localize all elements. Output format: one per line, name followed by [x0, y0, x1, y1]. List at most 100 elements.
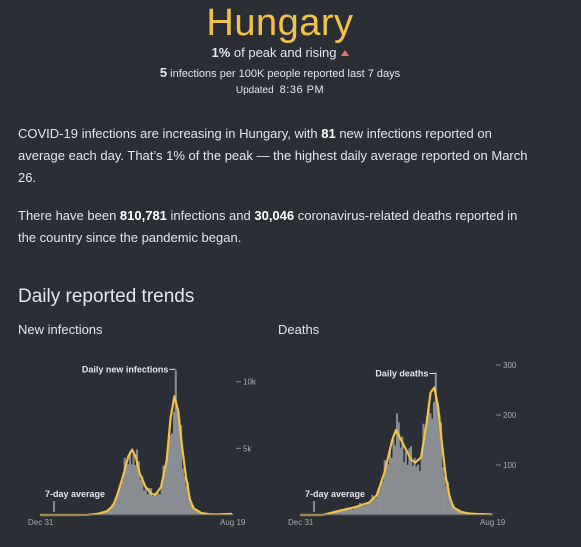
infections-daily-bar — [132, 453, 135, 515]
deaths-daily-bar — [436, 401, 439, 515]
infections-daily-bar — [104, 512, 107, 515]
infections-daily-bar — [120, 483, 123, 515]
deaths-daily-bar — [367, 503, 370, 515]
deaths-daily-bar — [413, 457, 416, 515]
deaths-daily-bar — [440, 422, 443, 515]
avg-infections-value: 81 — [321, 126, 336, 141]
deaths-daily-bar — [422, 423, 425, 515]
infections-daily-bar — [197, 512, 200, 515]
infections-daily-bar — [130, 464, 133, 515]
deaths-daily-bar — [455, 510, 458, 515]
section-title: Daily reported trends — [18, 286, 195, 307]
infections-daily-bar — [160, 483, 163, 515]
deaths-chart-title: Deaths — [278, 322, 320, 337]
infections-daily-annotation: Daily new infections — [82, 364, 169, 374]
infections-daily-bar — [178, 417, 181, 515]
deaths-daily-bar — [353, 506, 356, 515]
deaths-x-start-label: Dec 31 — [288, 518, 314, 527]
infections-daily-bar — [150, 488, 153, 515]
summary-text: infections and — [166, 208, 255, 223]
peak-status: 1% of peak and rising — [0, 45, 560, 60]
deaths-daily-bar — [445, 486, 448, 515]
deaths-daily-bar — [341, 509, 344, 515]
infections-daily-bar — [143, 490, 146, 515]
infections-daily-bar — [151, 496, 154, 515]
infections-daily-bar — [128, 451, 132, 515]
deaths-y-tick-label: 200 — [503, 411, 517, 420]
deaths-daily-bar — [417, 464, 420, 515]
infections-daily-bar — [162, 465, 165, 515]
summary-paragraph-2: There have been 810,781 infections and 3… — [18, 205, 538, 249]
deaths-daily-bar — [411, 465, 414, 515]
summary-text: COVID-19 infections are increasing in Hu… — [18, 126, 322, 141]
summary-text: coronavirus-related deaths reported in t… — [18, 208, 518, 245]
infections-daily-bar — [116, 494, 119, 515]
infections-average-annotation: 7-day average — [45, 489, 105, 499]
deaths-daily-bar — [432, 401, 436, 515]
deaths-daily-bar — [369, 501, 372, 515]
infections-daily-bar — [188, 497, 191, 515]
infections-daily-bar — [148, 488, 151, 515]
infections-chart-title: New infections — [18, 322, 103, 337]
deaths-daily-bar — [346, 507, 349, 515]
infections-x-start-label: Dec 31 — [28, 518, 54, 527]
deaths-daily-bar — [410, 446, 413, 515]
infections-daily-bar — [107, 509, 110, 515]
deaths-daily-bar — [396, 413, 399, 515]
infections-y-tick-label: 10k — [243, 378, 257, 387]
updated-label: Updated — [235, 85, 274, 96]
deaths-daily-bar — [366, 502, 369, 515]
deaths-daily-bar — [443, 476, 446, 515]
peak-text: of peak and rising — [230, 45, 337, 60]
infections-daily-bar — [137, 461, 140, 515]
deaths-daily-bar — [424, 436, 427, 515]
deaths-daily-bar — [397, 422, 400, 515]
deaths-daily-bar — [390, 457, 393, 515]
deaths-daily-annotation: Daily deaths — [375, 369, 428, 379]
infections-daily-bar — [181, 468, 184, 515]
deaths-y-tick-label: 100 — [503, 461, 517, 470]
infections-daily-bar — [185, 486, 188, 515]
deaths-daily-bar — [425, 416, 428, 515]
deaths-daily-bar — [461, 511, 464, 515]
country-title: Hungary — [206, 2, 354, 44]
infections-daily-bar — [111, 503, 114, 515]
infections-daily-bar — [180, 425, 183, 515]
infections-daily-bar — [139, 479, 142, 515]
deaths-daily-bar — [427, 403, 430, 515]
updated-line: Updated 8:36 PM — [0, 84, 560, 96]
deaths-daily-bar — [383, 460, 386, 515]
deaths-daily-bar — [371, 494, 374, 515]
infections-daily-bar — [153, 493, 156, 515]
infections-daily-bar — [158, 494, 161, 515]
deaths-daily-bar — [434, 372, 437, 515]
deaths-daily-bar — [373, 498, 376, 515]
deaths-daily-bar — [457, 511, 460, 515]
deaths-average-annotation: 7-day average — [305, 489, 365, 499]
infections-daily-bar — [114, 500, 117, 515]
infections-daily-bar — [155, 495, 158, 515]
infections-daily-bar — [136, 449, 139, 515]
deaths-daily-bar — [459, 510, 462, 515]
deaths-daily-bar — [374, 498, 377, 515]
infections-daily-bar — [174, 370, 177, 515]
infections-daily-bar — [164, 470, 167, 515]
deaths-daily-bar — [404, 451, 407, 515]
infections-daily-bar — [102, 512, 105, 515]
deaths-daily-bar — [359, 502, 362, 515]
infections-daily-bar — [183, 476, 186, 515]
infections-daily-bar — [146, 494, 149, 515]
deaths-daily-bar — [357, 505, 360, 515]
deaths-daily-bar — [334, 511, 337, 515]
deaths-daily-bar — [447, 482, 450, 515]
deaths-daily-bar — [441, 467, 444, 515]
infections-daily-bar — [113, 503, 116, 515]
infections-daily-bar — [165, 456, 168, 515]
deaths-x-end-label: Aug 19 — [480, 518, 506, 527]
infections-daily-bar — [144, 488, 147, 515]
total-infections-value: 810,781 — [119, 208, 167, 223]
deaths-daily-bar — [364, 505, 367, 515]
rising-arrow-icon — [340, 50, 349, 56]
deaths-daily-bar — [454, 509, 457, 515]
deaths-daily-bar — [387, 464, 390, 515]
